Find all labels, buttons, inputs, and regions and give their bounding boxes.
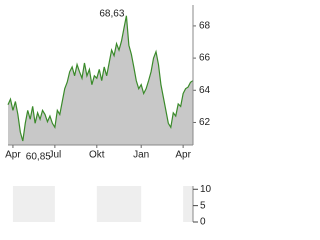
- volume-tick-label: 0: [200, 217, 206, 228]
- volume-band: [183, 186, 193, 222]
- stock-widget: 62 64 66 68 Apr Jul Okt Jan Apr 68,63 60,85 0 5 10: [5, 5, 212, 228]
- x-tick-label: Jul: [48, 150, 61, 161]
- y-tick-label: 66: [199, 53, 211, 64]
- volume-band: [12, 186, 55, 222]
- x-tick-label: Apr: [5, 150, 21, 161]
- volume-tick-label: 5: [200, 200, 206, 211]
- y-tick-label: 62: [199, 117, 211, 128]
- x-tick-label: Apr: [175, 150, 191, 161]
- area-fill: [8, 15, 193, 146]
- y-tick-label: 64: [199, 85, 211, 96]
- max-label: 68,63: [99, 8, 124, 19]
- volume-band: [96, 186, 142, 222]
- x-tick-label: Jan: [133, 150, 149, 161]
- price-line: [7, 15, 194, 142]
- min-label: 60,85: [26, 152, 51, 163]
- x-tick-label: Okt: [89, 150, 105, 161]
- volume-tick-label: 10: [200, 184, 212, 195]
- y-tick-label: 68: [199, 21, 211, 32]
